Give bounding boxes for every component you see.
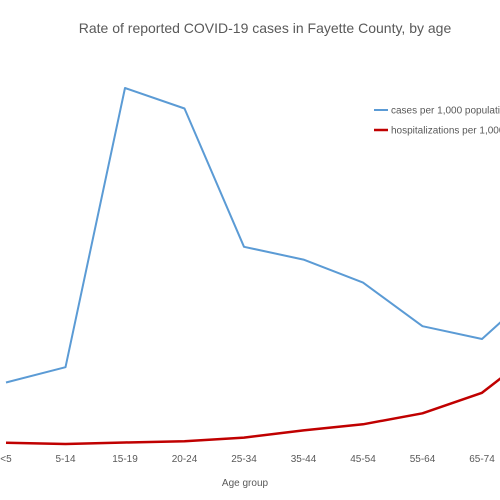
chart-title: Rate of reported COVID-19 cases in Fayet… bbox=[79, 20, 452, 36]
x-tick-label: 20-24 bbox=[172, 454, 198, 465]
x-tick-label: <5 bbox=[0, 454, 12, 465]
x-tick-label: 15-19 bbox=[112, 454, 138, 465]
series-line-1 bbox=[5, 87, 500, 384]
legend-label-1: cases per 1,000 population bbox=[391, 106, 500, 117]
x-tick-label: 25-34 bbox=[231, 454, 257, 465]
legend-label-2: hospitalizations per 1,000 population bbox=[391, 126, 500, 137]
series-line-2 bbox=[5, 377, 500, 446]
x-tick-label: 65-74 bbox=[469, 454, 495, 465]
legend: cases per 1,000 population hospitalizatio… bbox=[374, 106, 500, 137]
x-axis-title: Age group bbox=[222, 478, 269, 489]
x-tick-label: 55-64 bbox=[410, 454, 436, 465]
x-tick-label: 35-44 bbox=[291, 454, 317, 465]
x-axis-ticks: <5 5-14 15-19 20-24 25-34 35-44 45-54 55-64 65-7… bbox=[0, 454, 495, 465]
x-tick-label: 45-54 bbox=[350, 454, 376, 465]
x-tick-label: 5-14 bbox=[55, 454, 75, 465]
plot-area bbox=[5, 87, 500, 446]
